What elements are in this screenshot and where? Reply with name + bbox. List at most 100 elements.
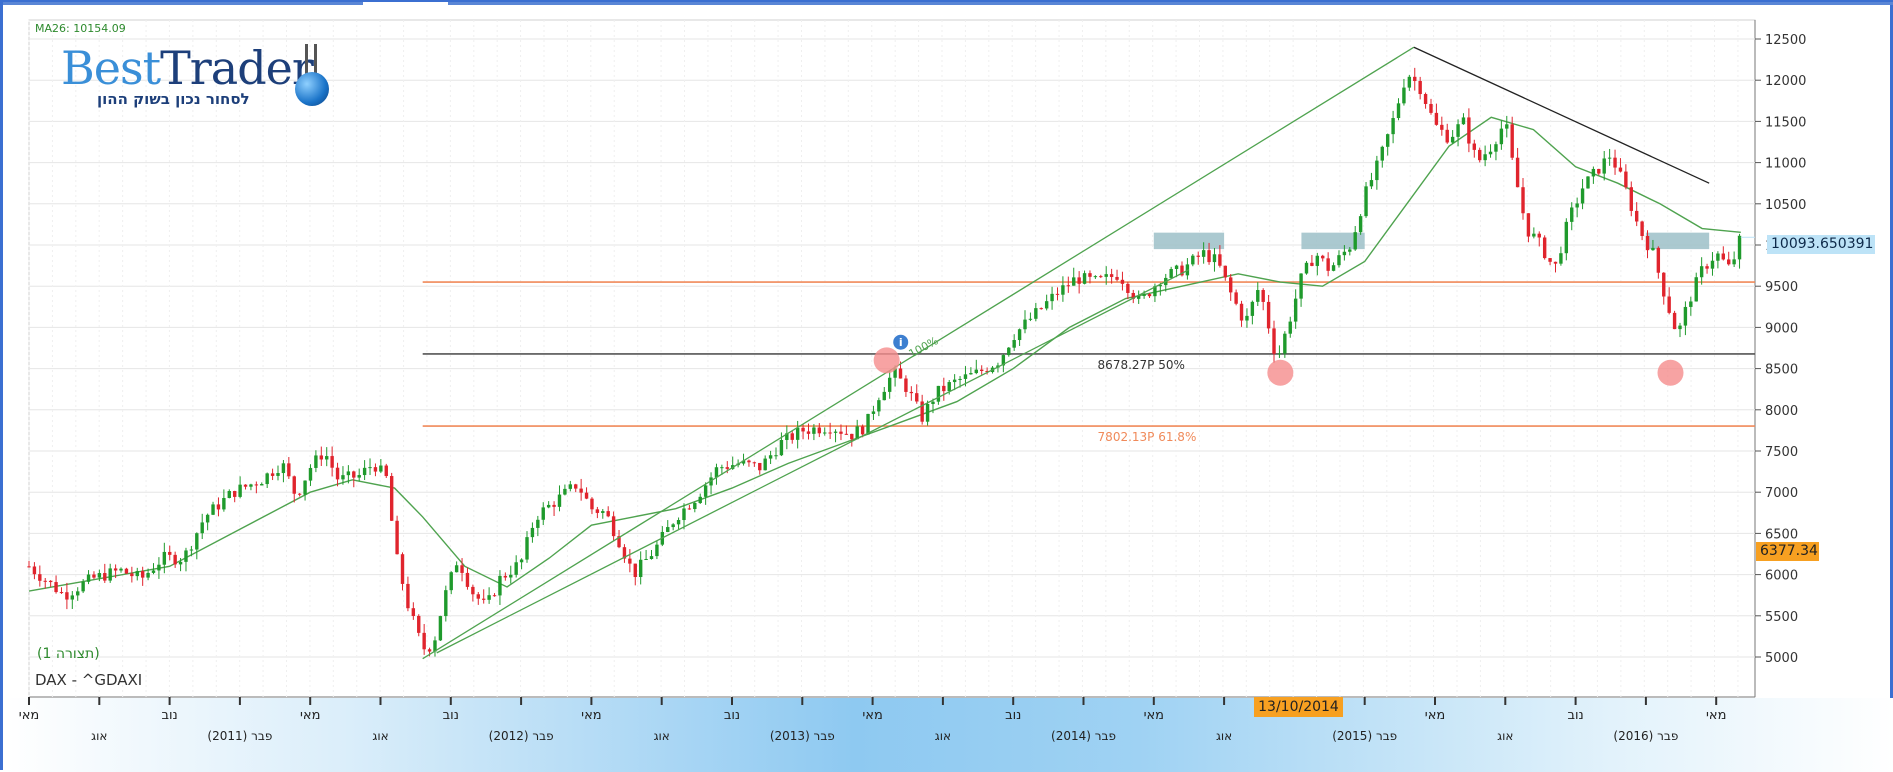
candle-up — [1591, 168, 1596, 177]
candle-down — [1445, 129, 1449, 143]
trendline-uptrend — [422, 46, 1415, 660]
candle-down — [1234, 292, 1238, 304]
candle-up — [1315, 255, 1320, 266]
candle-up — [1191, 255, 1195, 265]
time-tick-label: נוב — [1567, 708, 1583, 723]
candle-up — [146, 572, 150, 578]
candle-up — [1353, 232, 1357, 250]
candle-up — [1505, 124, 1509, 129]
candle-up — [1575, 203, 1579, 208]
price-tick-label: 9500 — [1765, 280, 1798, 295]
candle-up — [525, 537, 529, 560]
time-tick-label: מאי — [1706, 708, 1726, 723]
candle-up — [227, 490, 231, 498]
candle-down — [552, 504, 556, 507]
window-tab[interactable] — [363, 2, 448, 5]
candle-down — [1266, 301, 1271, 329]
candle-down — [130, 573, 134, 577]
trendline-uptrend_lower — [436, 269, 1190, 654]
symbol-label: DAX - ^GDAXI — [35, 671, 143, 689]
time-tick-label: נוב — [724, 708, 740, 723]
candle-up — [444, 590, 448, 617]
candle-up — [1450, 136, 1455, 143]
candle-up — [1385, 134, 1390, 147]
candle-up — [1699, 266, 1704, 278]
candle-up — [969, 373, 973, 375]
time-tick-label: אוג — [935, 729, 951, 743]
candle-down — [287, 463, 291, 477]
candle-down — [1662, 272, 1666, 297]
price-tick-label: 5000 — [1765, 651, 1798, 666]
candle-up — [195, 533, 199, 550]
candle-up — [1694, 277, 1698, 302]
candle-up — [649, 556, 654, 560]
view-configuration-label[interactable]: (תצורה 1) — [37, 646, 100, 662]
candle-down — [790, 433, 794, 440]
price-tick-label: 11500 — [1765, 115, 1806, 130]
candle-up — [157, 564, 161, 571]
besttrader-logo: BestTrader לסחור נכון בשוק ההון — [61, 42, 341, 122]
candle-up — [795, 427, 800, 440]
candle-up — [249, 484, 253, 487]
candle-up — [958, 378, 962, 380]
time-tick-label: מאי — [1425, 708, 1445, 723]
candle-down — [1656, 247, 1661, 273]
candle-down — [1618, 167, 1623, 172]
time-tick-label: פבר (2013) — [770, 729, 835, 743]
price-chart[interactable]: 5000 5500 6000 6500 7000 7500 8000 8500 9000 9500… — [3, 2, 1893, 772]
candle-up — [877, 400, 881, 412]
candle-down — [1147, 294, 1152, 297]
candle-up — [1023, 319, 1027, 330]
candle-up — [1245, 315, 1249, 321]
candle-down — [1423, 94, 1428, 104]
candle-down — [606, 511, 610, 517]
candle-up — [1678, 325, 1682, 330]
candle-up — [368, 467, 372, 469]
candle-up — [119, 568, 123, 571]
candle-down — [850, 433, 854, 440]
candle-down — [611, 516, 616, 537]
candle-down — [828, 432, 832, 434]
info-icon-glyph: i — [899, 336, 903, 349]
candle-down — [1272, 328, 1276, 354]
candle-up — [1407, 76, 1412, 88]
logo-figure-icon — [305, 44, 317, 74]
time-tick-label: אוג — [91, 729, 107, 743]
time-tick-label: מאי — [581, 708, 601, 723]
candle-up — [1001, 355, 1006, 366]
candle-up — [1396, 103, 1401, 119]
candle-up — [1304, 262, 1309, 274]
candle-up — [693, 503, 697, 510]
candle-down — [1526, 213, 1531, 237]
candle-up — [785, 433, 789, 440]
candle-up — [1201, 250, 1206, 257]
candle-down — [476, 594, 480, 599]
candle-down — [384, 465, 388, 477]
candle-up — [1358, 216, 1363, 233]
time-tick-label: מאי — [862, 708, 882, 723]
time-tick-label: נוב — [1005, 708, 1021, 723]
time-tick-label: פבר (2015) — [1332, 729, 1397, 743]
candle-down — [595, 509, 600, 513]
candle-up — [947, 382, 951, 392]
info-icon[interactable] — [892, 333, 910, 351]
candle-down — [1326, 258, 1330, 271]
candle-up — [498, 575, 502, 596]
candle-up — [644, 559, 648, 561]
candle-up — [205, 514, 210, 523]
candle-up — [1061, 285, 1065, 295]
candle-up — [541, 507, 545, 520]
candle-down — [1310, 262, 1314, 266]
candle-down — [1077, 277, 1081, 284]
candle-down — [839, 431, 843, 434]
candle-up — [1602, 158, 1606, 174]
candle-up — [97, 573, 102, 578]
candle-down — [1542, 237, 1547, 259]
candle-down — [1613, 157, 1617, 168]
candle-down — [1727, 259, 1731, 265]
candle-up — [509, 574, 513, 578]
candle-down — [898, 368, 903, 379]
candle-up — [1256, 290, 1260, 302]
candle-up — [1283, 333, 1287, 354]
candle-up — [346, 471, 351, 476]
